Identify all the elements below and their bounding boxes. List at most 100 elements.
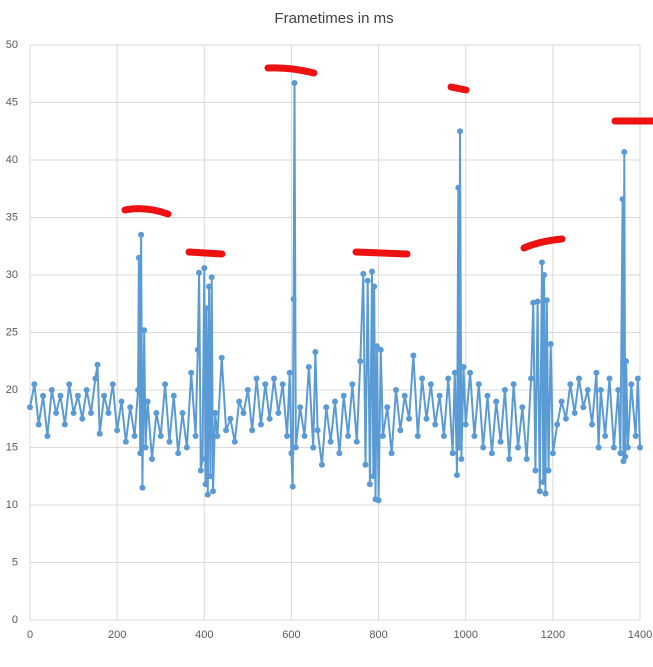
- data-point: [288, 450, 295, 457]
- data-point: [597, 387, 604, 393]
- data-point: [371, 283, 378, 290]
- data-point: [210, 488, 216, 495]
- data-point: [332, 398, 338, 405]
- data-point: [137, 450, 144, 457]
- data-point: [249, 427, 256, 434]
- data-point: [460, 364, 467, 370]
- data-point: [166, 438, 173, 445]
- data-point: [192, 433, 199, 439]
- data-point: [610, 444, 617, 451]
- data-point: [455, 184, 462, 191]
- data-point: [536, 488, 543, 495]
- data-point: [462, 421, 469, 428]
- data-point: [109, 381, 116, 388]
- data-point: [61, 421, 68, 428]
- x-tick-label: 1400: [628, 629, 652, 641]
- data-point: [275, 410, 282, 416]
- data-point: [542, 490, 549, 497]
- data-point: [449, 450, 456, 457]
- data-point: [501, 387, 508, 393]
- data-point: [558, 398, 565, 405]
- data-point: [617, 450, 624, 457]
- data-point: [584, 387, 591, 393]
- data-point: [244, 387, 251, 393]
- data-point: [197, 467, 204, 474]
- data-point: [286, 369, 293, 376]
- data-point: [440, 433, 447, 439]
- data-point: [66, 381, 73, 388]
- x-tick-label: 1200: [541, 629, 565, 641]
- data-point: [208, 274, 215, 281]
- data-point: [364, 277, 371, 284]
- data-point: [202, 481, 209, 488]
- data-point: [83, 387, 90, 393]
- data-point: [179, 410, 186, 416]
- data-point: [484, 392, 491, 399]
- data-point: [369, 268, 376, 275]
- x-tick-label: 800: [369, 629, 387, 641]
- data-point: [345, 433, 352, 439]
- data-point: [393, 387, 399, 393]
- data-point: [357, 358, 364, 365]
- data-point: [183, 444, 190, 451]
- data-point: [203, 305, 210, 312]
- y-tick-label: 30: [6, 269, 18, 281]
- data-point: [388, 450, 395, 457]
- data-point: [340, 392, 347, 399]
- data-point: [467, 369, 474, 376]
- x-tick-label: 0: [27, 629, 33, 641]
- chart-title: Frametimes in ms: [274, 10, 393, 27]
- data-point: [291, 79, 298, 86]
- data-point: [114, 427, 121, 434]
- data-point: [227, 415, 234, 422]
- data-point: [31, 381, 38, 388]
- data-point: [70, 410, 77, 416]
- data-point: [297, 404, 304, 411]
- data-point: [201, 265, 208, 272]
- data-point: [118, 398, 125, 405]
- data-point: [423, 415, 430, 422]
- data-point: [397, 427, 404, 434]
- data-point: [323, 404, 330, 411]
- data-point: [79, 415, 86, 422]
- highlight-stroke: [185, 248, 226, 258]
- data-point: [349, 381, 356, 388]
- data-point: [515, 444, 521, 451]
- data-point: [538, 259, 545, 266]
- data-point: [88, 410, 94, 416]
- data-point: [218, 354, 225, 361]
- highlight-stroke: [121, 205, 172, 218]
- data-point: [141, 327, 148, 334]
- data-point: [366, 481, 373, 488]
- y-tick-label: 5: [12, 556, 18, 568]
- data-point: [540, 479, 547, 485]
- data-point: [362, 461, 369, 468]
- data-point: [40, 392, 47, 399]
- data-point: [212, 410, 219, 416]
- data-point: [471, 433, 478, 439]
- data-point: [96, 430, 103, 437]
- y-tick-label: 40: [6, 154, 18, 166]
- data-point: [312, 349, 319, 356]
- data-point: [44, 433, 51, 439]
- data-point: [301, 433, 308, 439]
- data-point: [327, 438, 334, 445]
- data-point: [135, 387, 142, 393]
- data-point: [458, 456, 465, 462]
- data-point: [506, 456, 513, 462]
- data-point: [157, 433, 164, 439]
- data-point: [545, 467, 552, 474]
- data-point: [105, 410, 112, 416]
- data-point: [543, 297, 550, 304]
- data-point: [493, 398, 500, 405]
- data-point: [353, 438, 360, 445]
- data-point: [223, 427, 230, 434]
- data-point: [310, 444, 317, 451]
- data-point: [406, 415, 413, 422]
- data-point: [621, 148, 628, 155]
- data-point: [580, 404, 587, 411]
- data-point: [480, 444, 487, 451]
- data-point: [207, 473, 214, 480]
- data-point: [271, 375, 277, 382]
